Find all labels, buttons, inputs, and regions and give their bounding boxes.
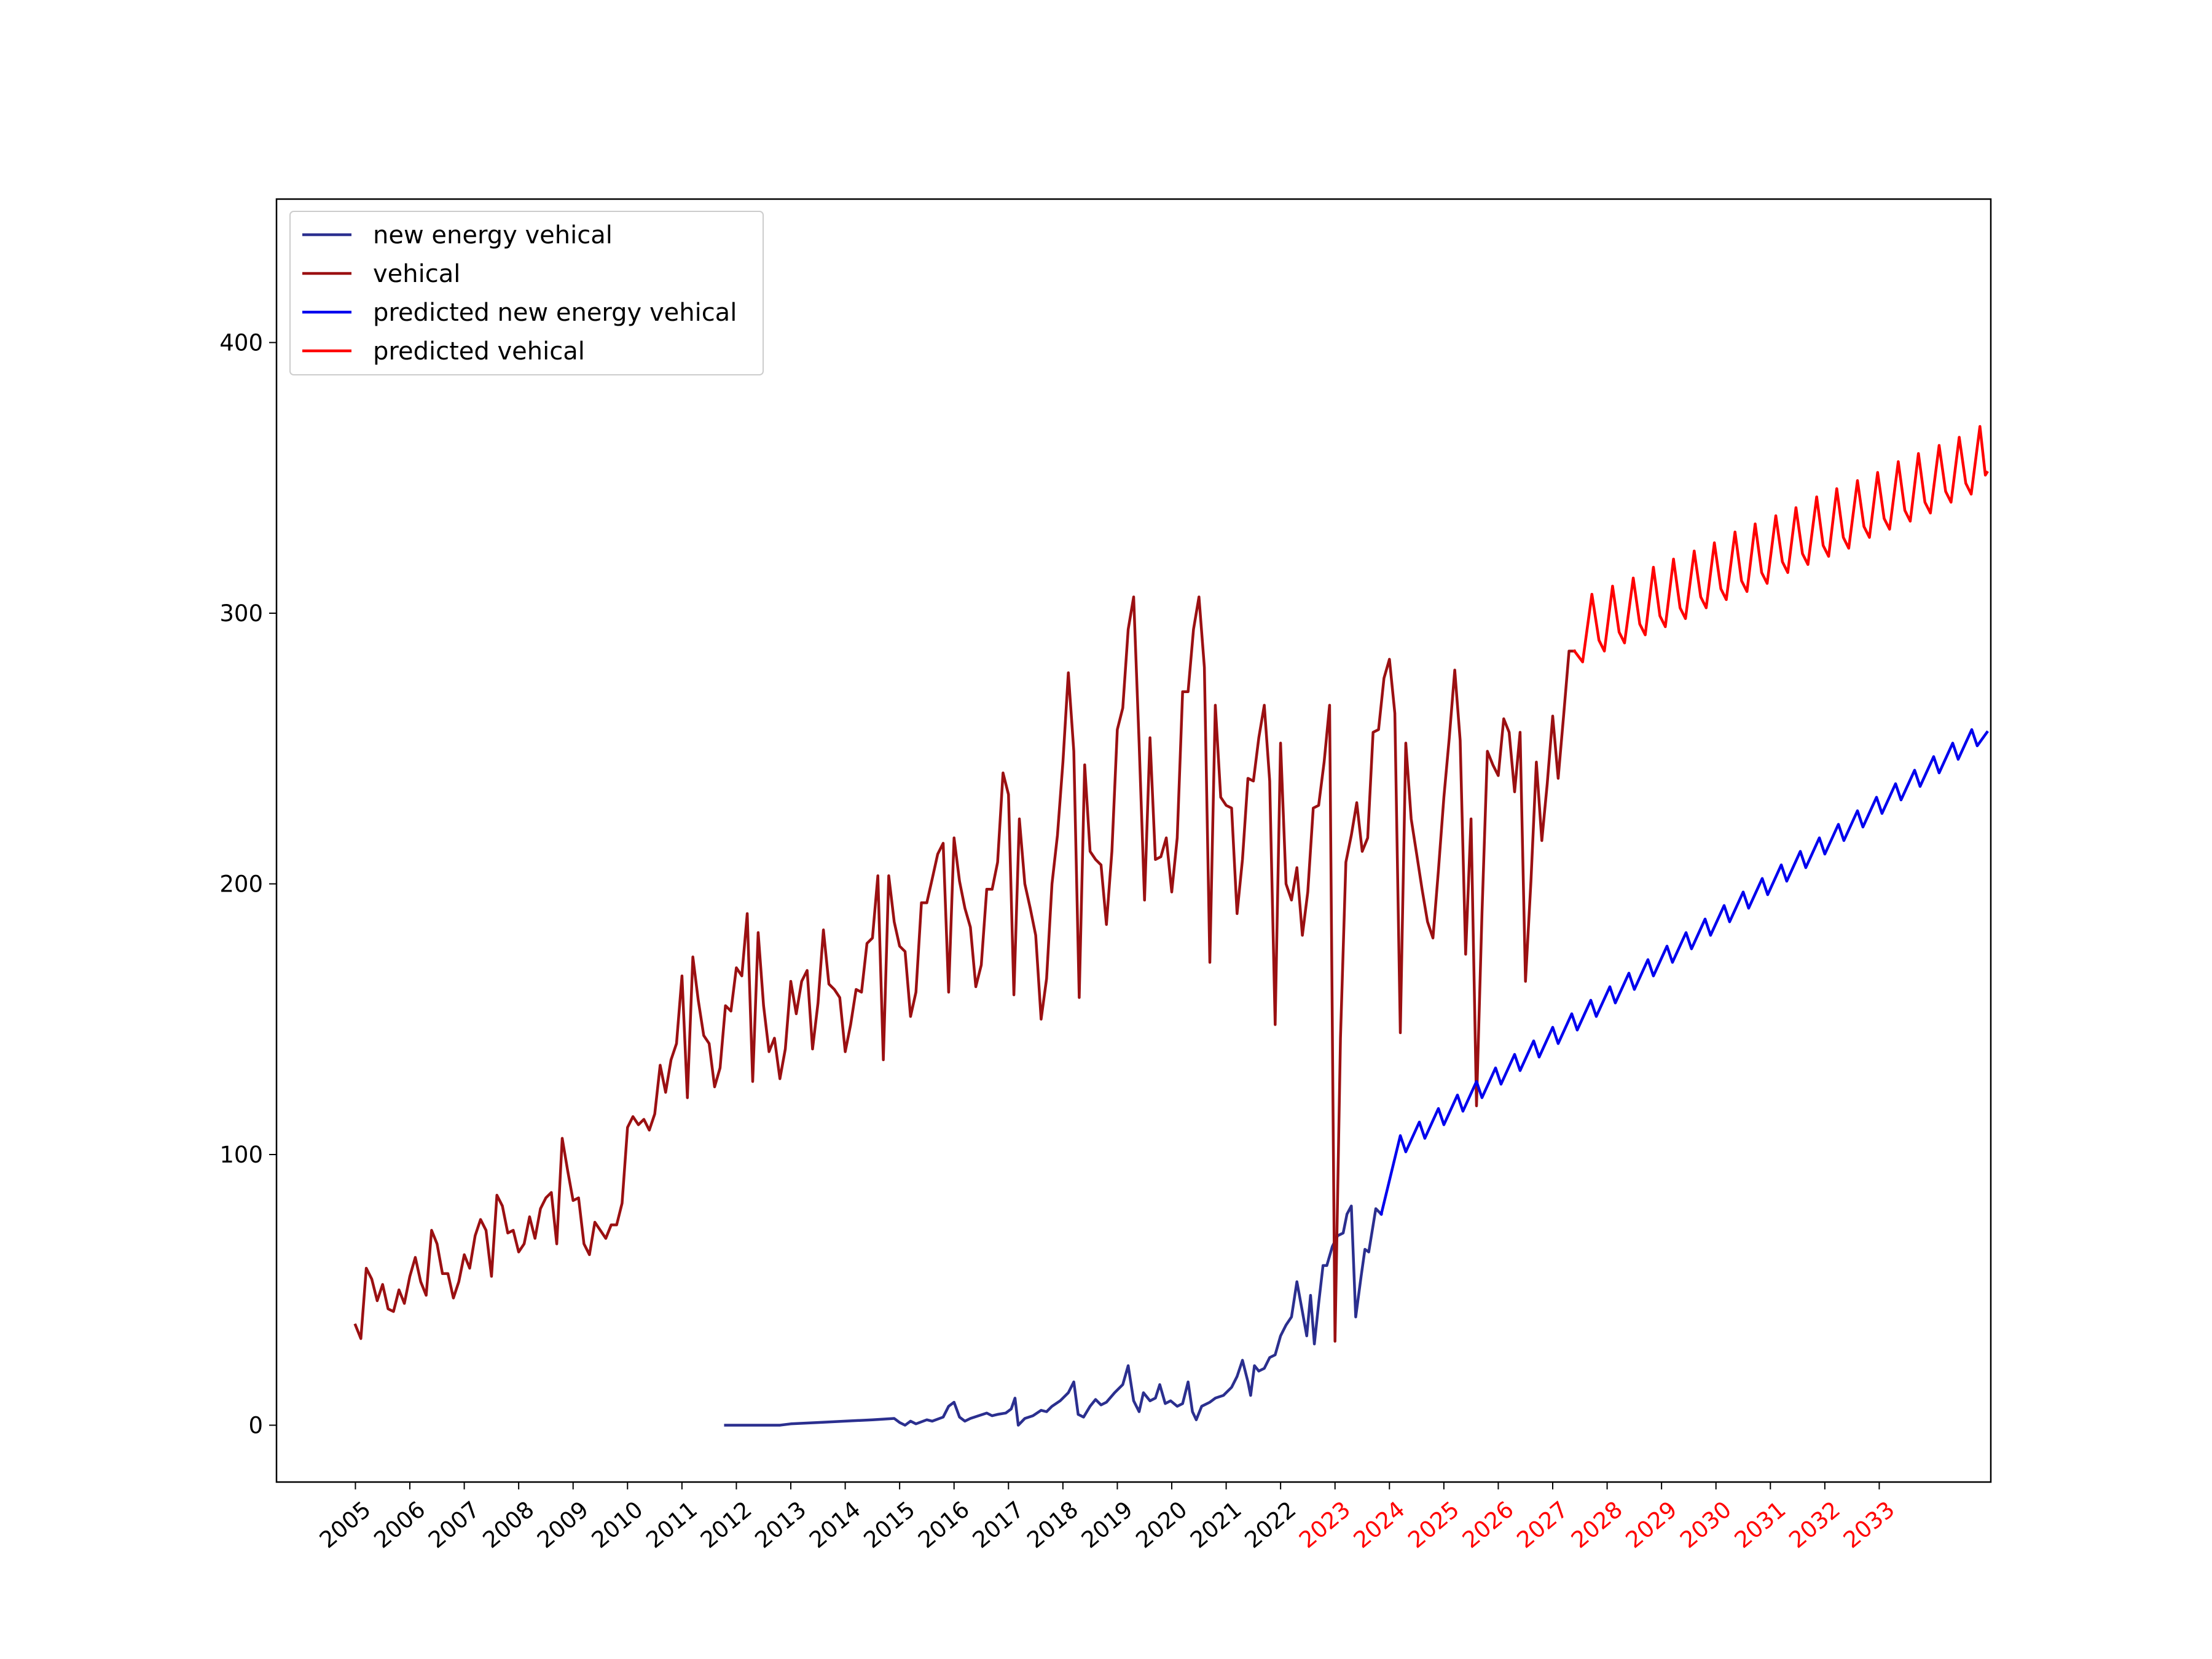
y-tick-label: 400 <box>219 329 263 356</box>
y-tick-label: 300 <box>219 600 263 627</box>
legend-label: new energy vehical <box>373 221 613 249</box>
legend-box <box>289 211 764 375</box>
y-tick-label: 100 <box>219 1142 263 1168</box>
legend: new energy vehical vehical predicted new e… <box>289 211 764 375</box>
y-axis: 0 100 200 300 400 <box>219 329 276 1438</box>
series-line-3 <box>1379 728 1989 1216</box>
series-line-1 <box>724 1204 1384 1427</box>
y-tick-label: 0 <box>248 1412 263 1438</box>
legend-label: predicted vehical <box>373 337 585 366</box>
plot-frame <box>275 198 1992 1483</box>
legend-label: vehical <box>373 260 460 288</box>
series-layer <box>353 425 1989 1427</box>
legend-label: predicted new energy vehical <box>373 299 737 327</box>
series-line-2 <box>353 595 1576 1343</box>
y-tick-label: 200 <box>219 871 263 897</box>
series-line-4 <box>1572 425 1989 664</box>
